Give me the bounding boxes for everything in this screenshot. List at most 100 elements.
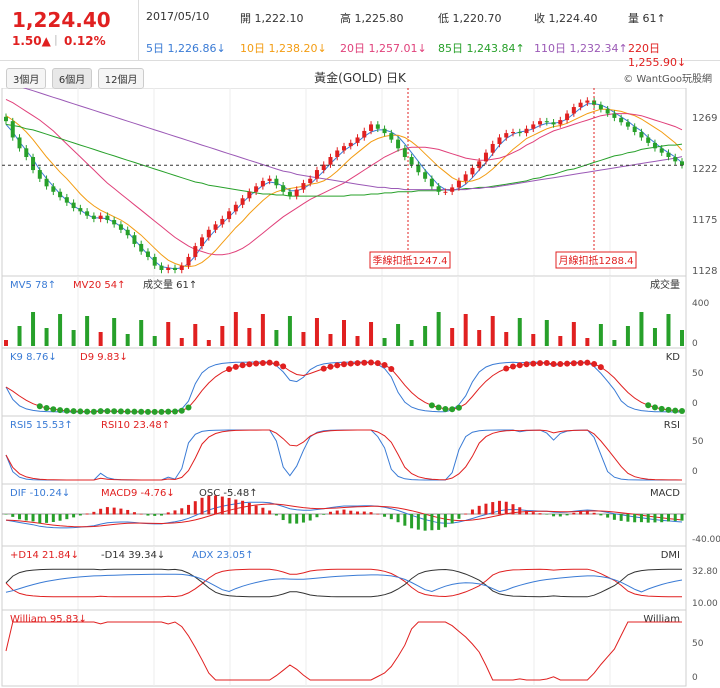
candle-body [598,104,603,110]
macd-osc-bar [572,512,576,515]
candle-body [132,235,137,244]
volume-bar [477,330,482,346]
kd-d-line [5,361,683,413]
kd-signal-dot [530,360,537,367]
candle-body [152,256,157,266]
annotation-box [555,251,637,269]
candle-body [227,211,232,219]
candle-body [173,267,177,270]
annotation-label: 季線扣抵1247.4 [373,254,448,267]
volume-bar [598,324,603,346]
volume-bar [152,336,157,346]
rsi-tick-label: 0 [692,467,698,477]
candle-body [443,191,448,193]
candle-body [477,161,482,168]
candle-body [571,107,576,114]
kd-signal-dot [570,360,577,367]
candle-body [4,116,8,122]
candle-body [112,220,117,225]
kd-indicator-label: K9 8.76↓ [10,352,57,363]
candle-body [423,172,428,179]
volume-bar [193,324,198,346]
last-price: 1,224.40 [12,8,111,32]
candle-body [44,178,49,187]
dmi-panel-name: DMI [661,550,680,561]
quote-open: 開 1,222.10 [240,12,304,25]
price-change-percent: 0.12% [64,34,106,48]
candle-body [348,142,353,147]
macd-osc-bar [666,514,670,522]
candle-body [429,178,434,187]
candle-body [267,178,272,181]
volume-bar [233,312,238,346]
macd-osc-bar [315,514,319,518]
kd-signal-dot [50,406,57,413]
macd-osc-bar [72,514,76,518]
macd-osc-bar [646,514,650,523]
rsi-panel-name: RSI [664,420,680,431]
volume-indicator-label: MV5 78↑ [10,280,56,291]
annotation-label: 月線扣抵1288.4 [559,254,634,267]
macd-osc-bar [214,495,218,515]
macd-osc-bar [430,514,434,531]
kd-signal-dot [334,362,341,369]
kd-signal-dot [455,404,462,411]
candle-body [605,109,610,114]
macd-osc-bar [247,502,251,515]
candle-body [652,142,657,149]
kd-signal-dot [591,360,598,367]
price-tick-label: 1222 [692,164,717,175]
kd-signal-dot [70,408,77,415]
volume-bar [274,330,279,346]
candle-body [139,243,144,252]
candle-body [186,256,191,266]
candle-body [220,218,225,225]
kd-signal-dot [97,408,104,415]
kd-signal-dot [645,402,652,409]
macd-tick-label: -40.00 [692,535,720,545]
kd-signal-dot [388,365,395,372]
candle-body [612,113,617,118]
candle-body [524,128,529,134]
macd-osc-bar [619,514,623,521]
candle-body [24,148,29,158]
macd-osc-bar [504,501,508,515]
candle-body [402,148,407,158]
volume-bar [382,338,387,346]
macd-osc-bar [538,513,542,515]
macd-osc-bar [65,514,69,520]
kd-signal-dot [449,406,456,413]
candle-body [416,164,421,173]
kd-signal-dot [381,361,388,368]
kd-signal-dot [543,360,550,367]
kd-signal-dot [550,361,557,368]
macd-osc-bar [207,495,211,515]
kd-signal-dot [185,404,192,411]
macd-osc-bar [376,513,380,515]
candle-body [544,121,549,123]
macd-osc-bar [579,511,583,515]
macd-osc-bar [497,500,501,515]
william-tick-label: 0 [692,673,698,683]
candle-body [355,137,360,143]
macd-osc-bar [396,514,400,523]
kd-signal-dot [347,360,354,367]
volume-bar [287,316,292,346]
candle-body [490,143,495,153]
macd-panel-name: MACD [650,488,680,499]
macd-osc-bar [112,507,116,515]
price-change: 1.50▲ [12,34,51,48]
kd-signal-dot [273,360,280,367]
kd-signal-dot [239,362,246,369]
kd-signal-dot [516,362,523,369]
candle-body [497,137,502,144]
ma-label-1: 10日 1,238.20↓ [240,42,327,55]
candle-body [206,229,211,238]
divider: | [54,33,58,46]
kd-signal-dot [111,408,118,415]
kd-indicator-label: D9 9.83↓ [80,352,128,363]
volume-bar [139,320,144,346]
volume-bar [423,326,428,346]
candle-body [200,237,205,247]
candle-body [247,191,252,199]
